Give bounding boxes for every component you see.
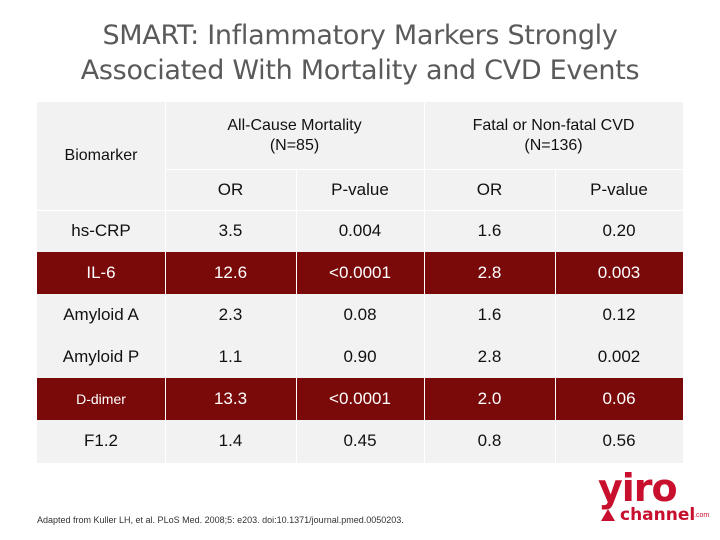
group2-line2: (N=136)	[524, 136, 583, 154]
table-cell-or-cvd: 1.6	[477, 305, 502, 324]
group-header-cvd: Fatal or Non-fatal CVD (N=136)	[424, 102, 683, 169]
table-cell-biomarker-name: IL-6	[86, 263, 116, 282]
divider-v6	[555, 169, 556, 463]
highlight-row-band	[37, 252, 683, 294]
table-cell-pvalue-mortality: 0.08	[343, 305, 377, 324]
table-cell-biomarker-name: hs-CRP	[71, 221, 131, 240]
table-cell-or-mortality: 3.5	[218, 221, 243, 240]
group2-line1: Fatal or Non-fatal CVD	[472, 116, 635, 134]
table-cell-or-cvd: 1.6	[477, 221, 502, 240]
divider-v3	[165, 169, 166, 463]
biomarker-header: Biomarker	[64, 147, 138, 164]
table-cell-or-cvd: 0.8	[477, 431, 502, 450]
table-cell-biomarker-name: Amyloid A	[63, 305, 139, 324]
logo-tld-text: .com	[694, 512, 710, 519]
subheader-pvalue-cvd: P-value	[590, 179, 648, 199]
title-line-2: Associated With Mortality and CVD Events	[80, 55, 640, 86]
table-cell-biomarker-name: F1.2	[83, 431, 119, 450]
table-cell-pvalue-cvd: 0.56	[602, 431, 636, 450]
table-cell-pvalue-cvd: 0.12	[602, 305, 636, 324]
table-cell-or-mortality: 12.6	[213, 263, 248, 282]
table-cell-biomarker-name: D-dimer	[76, 391, 126, 407]
logo-main-text: yiro	[598, 466, 678, 510]
table-cell-pvalue-cvd: 0.002	[597, 347, 641, 366]
table-cell-pvalue-mortality: 0.45	[343, 431, 377, 450]
table-cell-pvalue-mortality: <0.0001	[329, 263, 391, 282]
table-cell-pvalue-mortality: 0.004	[338, 221, 382, 240]
group1-line1: All-Cause Mortality	[227, 116, 362, 134]
divider-v2	[424, 102, 425, 169]
table-cell-pvalue-cvd: 0.20	[602, 221, 636, 240]
subheader-pvalue-mortality: P-value	[331, 179, 389, 199]
divider-v4	[296, 169, 297, 463]
group1-line2: (N=85)	[269, 136, 320, 154]
table-cell-or-cvd: 2.8	[477, 347, 502, 366]
table-cell-or-mortality: 1.4	[218, 431, 243, 450]
table-cell-pvalue-mortality: 0.90	[343, 347, 377, 366]
subheader-or-mortality: OR	[217, 179, 244, 199]
subheader-or-cvd: OR	[476, 179, 503, 199]
header-divider	[37, 210, 683, 211]
table-cell-or-mortality: 2.3	[218, 305, 243, 324]
logo-triangle-icon	[601, 509, 615, 521]
table-cell-or-cvd: 2.8	[477, 263, 502, 282]
title-line-1: SMART: Inflammatory Markers Strongly	[102, 20, 618, 51]
table-cell-or-cvd: 2.0	[477, 389, 502, 408]
group-header-mortality: All-Cause Mortality (N=85)	[165, 102, 424, 169]
yiro-channel-logo: yiro channel .com	[598, 468, 713, 530]
table-cell-or-mortality: 1.1	[218, 347, 243, 366]
table-cell-or-mortality: 13.3	[213, 389, 248, 408]
logo-sub-text: channel	[620, 505, 696, 525]
table-cell-pvalue-cvd: 0.003	[597, 263, 641, 282]
highlight-row-band	[37, 378, 683, 420]
slide-title: SMART: Inflammatory Markers Strongly Ass…	[0, 18, 720, 88]
divider-v1	[165, 102, 166, 169]
divider-v5	[424, 169, 425, 463]
table-cell-pvalue-mortality: <0.0001	[329, 389, 391, 408]
table-cell-biomarker-name: Amyloid P	[62, 347, 140, 366]
citation-footnote: Adapted from Kuller LH, et al. PLoS Med.…	[37, 515, 404, 525]
table-cell-pvalue-cvd: 0.06	[602, 389, 636, 408]
data-table: Biomarker All-Cause Mortality (N=85) Fat…	[37, 102, 683, 463]
